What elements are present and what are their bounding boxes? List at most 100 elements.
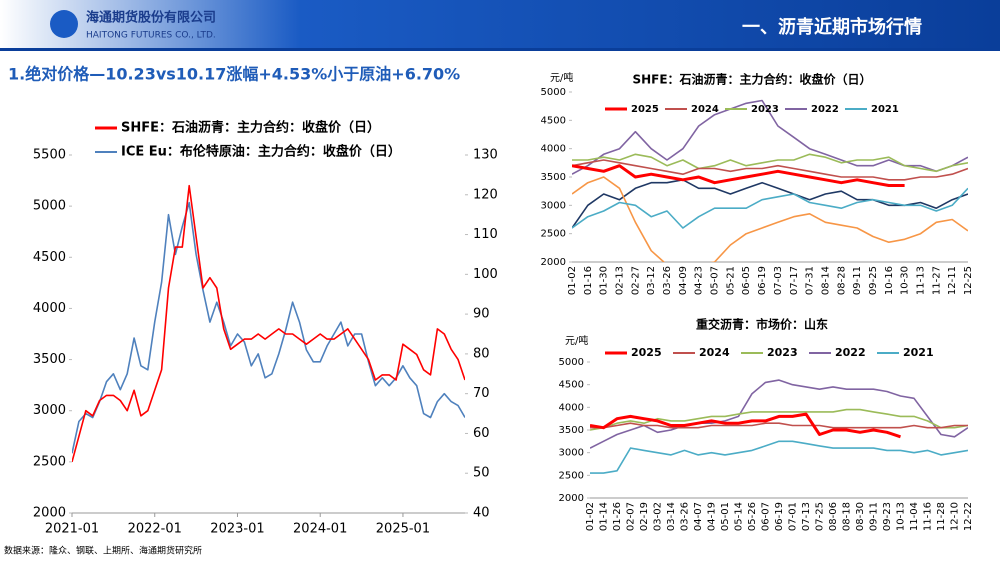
y-axis-unit: 元/吨 <box>550 71 573 84</box>
legend-label: SHFE：石油沥青：主力合约：收盘价（日） <box>121 120 380 136</box>
x-tick-label: 2023-01 <box>210 522 264 537</box>
y-tick-label: 2000 <box>541 257 566 268</box>
x-tick-label: 06-07 <box>761 502 772 531</box>
x-tick-label: 05-21 <box>725 266 736 295</box>
series-line <box>572 153 968 173</box>
x-tick-label: 05-07 <box>710 266 721 295</box>
x-tick-label: 11-16 <box>923 502 934 531</box>
x-tick-label: 07-01 <box>788 502 799 531</box>
legend-label: 2022 <box>835 346 866 359</box>
series-line <box>72 184 465 463</box>
x-tick-label: 12-25 <box>963 266 974 295</box>
y-tick-label: 2500 <box>541 229 566 240</box>
x-tick-label: 11-13 <box>915 266 926 295</box>
x-tick-label: 03-26 <box>680 502 691 531</box>
x-tick-label: 07-03 <box>773 266 784 295</box>
y-tick-label: 5500 <box>33 148 66 163</box>
legend-label: 2025 <box>631 104 659 115</box>
chart-title: 重交沥青：市场价：山东 <box>696 317 828 332</box>
legend-label: 2022 <box>811 104 839 115</box>
y-tick-label: 4500 <box>559 380 584 391</box>
x-tick-label: 08-18 <box>842 502 853 531</box>
x-tick-label: 04-09 <box>678 266 689 295</box>
y2-tick-label: 70 <box>473 386 490 401</box>
series-line <box>590 440 968 474</box>
y2-tick-label: 110 <box>473 227 498 242</box>
series-line <box>72 201 465 454</box>
series-line <box>590 422 968 429</box>
x-tick-label: 07-31 <box>805 266 816 295</box>
x-tick-label: 02-13 <box>615 266 626 295</box>
x-tick-label: 09-25 <box>868 266 879 295</box>
y-tick-label: 2500 <box>559 470 584 481</box>
y-tick-label: 4000 <box>33 301 66 316</box>
x-tick-label: 09-11 <box>869 502 880 531</box>
y2-tick-label: 60 <box>473 426 490 441</box>
x-tick-label: 11-04 <box>909 502 920 531</box>
y-tick-label: 4000 <box>541 144 566 155</box>
x-tick-label: 05-01 <box>720 502 731 531</box>
x-tick-label: 06-05 <box>741 266 752 295</box>
x-tick-label: 04-07 <box>693 502 704 531</box>
y-tick-label: 3500 <box>33 352 66 367</box>
series-line <box>590 379 968 449</box>
x-tick-label: 2024-01 <box>293 522 347 537</box>
y-tick-label: 5000 <box>541 87 566 98</box>
x-tick-label: 03-12 <box>646 266 657 295</box>
y-tick-label: 3000 <box>541 200 566 211</box>
x-tick-label: 01-30 <box>599 266 610 295</box>
y-tick-label: 3000 <box>559 448 584 459</box>
series-line <box>572 164 905 187</box>
x-tick-label: 10-30 <box>900 266 911 295</box>
x-tick-label: 12-10 <box>950 502 961 531</box>
y-tick-label: 3500 <box>559 425 584 436</box>
y-tick-label: 4000 <box>559 402 584 413</box>
x-tick-label: 01-26 <box>612 502 623 531</box>
chart-title: SHFE：石油沥青：主力合约：收盘价（日） <box>632 72 871 87</box>
x-tick-label: 10-13 <box>896 502 907 531</box>
y-tick-label: 5000 <box>33 199 66 214</box>
y-tick-label: 2000 <box>559 493 584 504</box>
series-line <box>590 412 901 439</box>
y2-tick-label: 100 <box>473 267 498 282</box>
x-tick-label: 2022-01 <box>128 522 182 537</box>
logo-mark <box>50 10 78 38</box>
y-tick-label: 4500 <box>541 115 566 126</box>
x-tick-label: 2025-01 <box>376 522 430 537</box>
header-rule <box>0 48 1000 51</box>
source-note: 数据来源：隆众、钢联、上期所、海通期货研究所 <box>4 545 202 557</box>
series-line <box>572 159 968 181</box>
x-tick-label: 07-25 <box>815 502 826 531</box>
x-tick-label: 04-23 <box>694 266 705 295</box>
x-tick-label: 09-11 <box>852 266 863 295</box>
section-title: 一、沥青近期市场行情 <box>742 16 922 38</box>
y2-tick-label: 40 <box>473 506 490 521</box>
x-tick-label: 03-26 <box>662 266 673 295</box>
x-tick-label: 03-14 <box>666 502 677 531</box>
legend-label: 2025 <box>631 346 662 359</box>
legend-label: 2024 <box>699 346 730 359</box>
x-tick-label: 08-30 <box>855 502 866 531</box>
x-tick-label: 04-19 <box>707 502 718 531</box>
legend-label: 2021 <box>903 346 934 359</box>
y-tick-label: 2500 <box>33 454 66 469</box>
x-tick-label: 06-19 <box>757 266 768 295</box>
x-tick-label: 01-02 <box>567 266 578 295</box>
x-tick-label: 12-11 <box>947 266 958 295</box>
legend-label: ICE Eu：布伦特原油：主力合约：收盘价（日） <box>121 144 401 160</box>
y2-tick-label: 130 <box>473 148 498 163</box>
x-tick-label: 01-02 <box>585 502 596 531</box>
legend-label: 2023 <box>751 104 779 115</box>
x-tick-label: 07-13 <box>801 502 812 531</box>
x-tick-label: 10-16 <box>884 266 895 295</box>
x-tick-label: 08-06 <box>828 502 839 531</box>
y-tick-label: 2000 <box>33 506 66 521</box>
y2-tick-label: 90 <box>473 307 490 322</box>
headline: 1.绝对价格—10.23vs10.17涨幅+4.53%小于原油+6.70% <box>8 65 460 84</box>
x-tick-label: 05-14 <box>734 502 745 531</box>
x-tick-label: 03-02 <box>653 502 664 531</box>
series-line <box>572 187 968 229</box>
y-tick-label: 3000 <box>33 403 66 418</box>
x-tick-label: 12-22 <box>963 502 974 531</box>
legend-label: 2021 <box>871 104 899 115</box>
